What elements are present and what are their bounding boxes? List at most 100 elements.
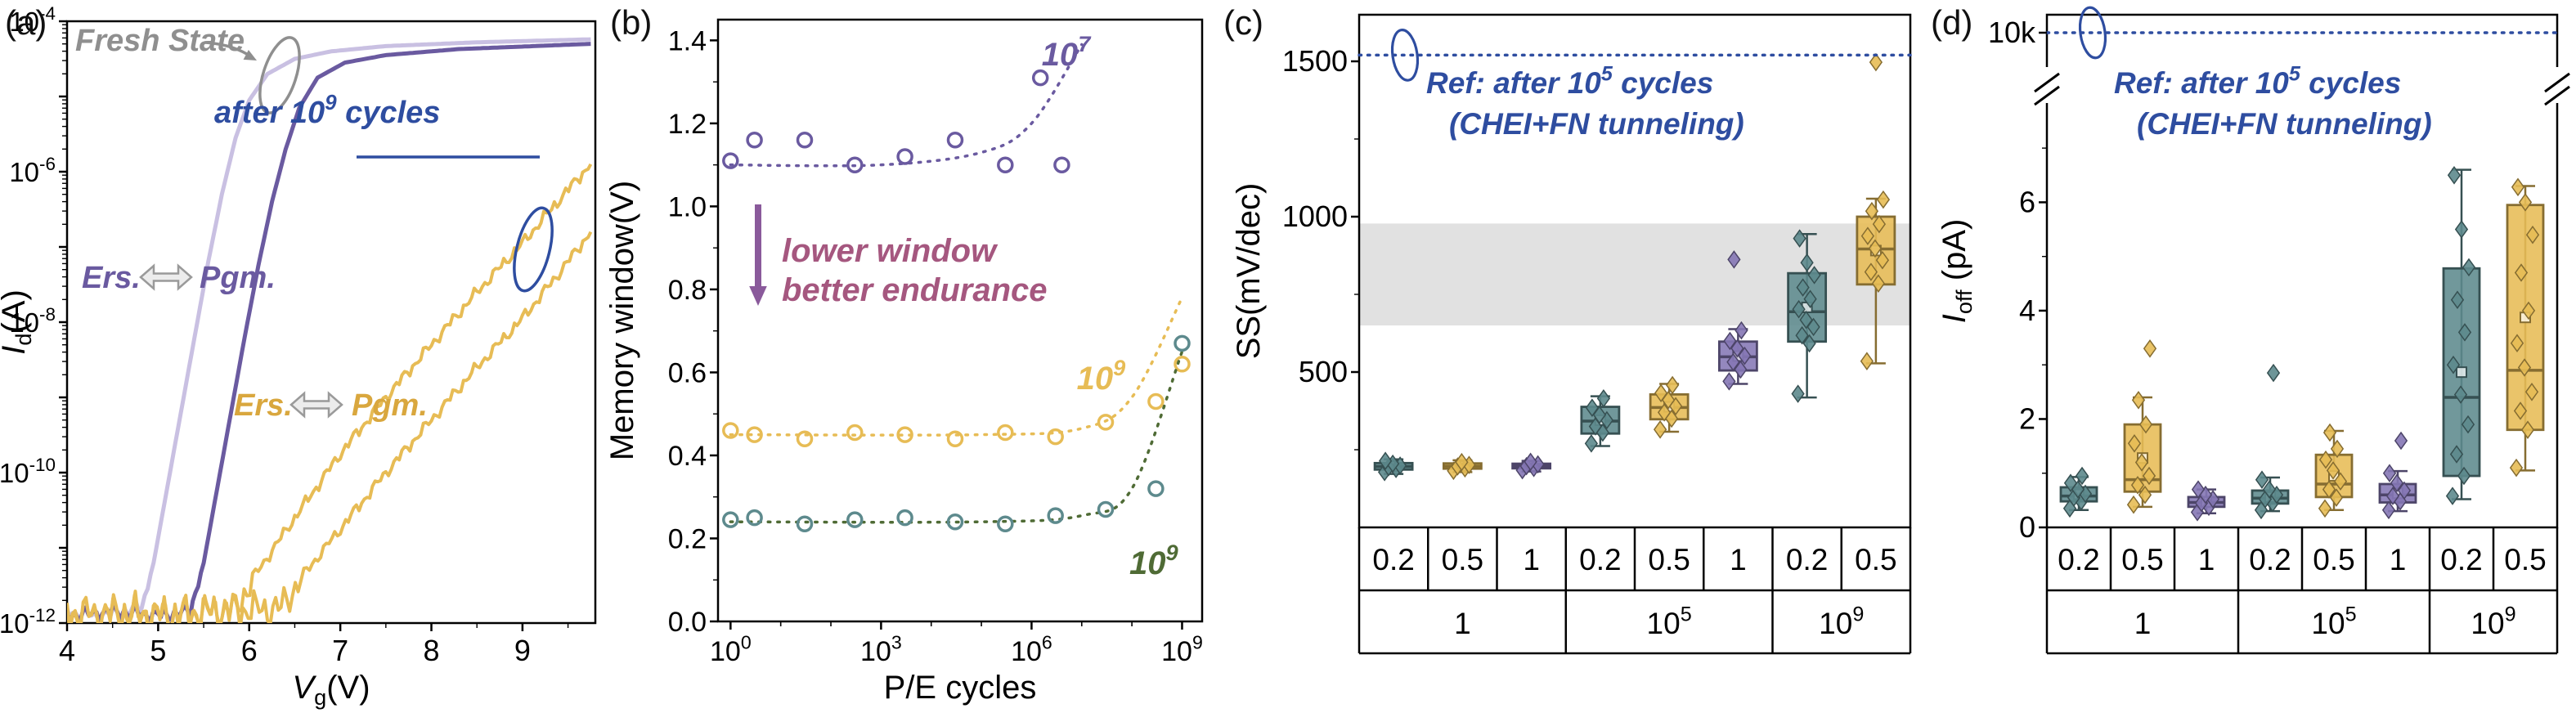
data-point-diamond <box>2518 193 2533 212</box>
data-point-diamond <box>1727 250 1741 269</box>
table-cell-label: 0.5 <box>1442 543 1483 576</box>
data-point-diamond <box>2322 480 2336 499</box>
a-xtick-label: 6 <box>241 634 258 667</box>
table-cell-label: 0.2 <box>1372 543 1414 576</box>
point-window-mid <box>796 430 814 447</box>
data-point-diamond <box>2329 488 2344 507</box>
a-ytick-label: 10-8 <box>9 304 56 338</box>
trend-window-high <box>729 43 1084 168</box>
data-point-diamond <box>2318 499 2332 518</box>
data-point-diamond <box>2255 470 2269 489</box>
data-point-diamond <box>1864 262 1878 281</box>
data-point-diamond <box>1524 452 1537 472</box>
a-axes: 10-4 10-6 10-8 10-10 10-124 5 6 7 8 9 Vg(V) Id(A) <box>0 3 597 710</box>
b-xtick-label: 106 <box>1011 632 1052 667</box>
a-ytick-label: 10-12 <box>0 605 56 639</box>
table-group-label: 1 <box>1454 607 1471 640</box>
data-point-diamond <box>2333 472 2348 491</box>
table-cell-label: 0.5 <box>2121 543 2163 576</box>
data-point-diamond <box>1738 346 1752 365</box>
cycled-curves-ellipse-icon <box>513 206 554 293</box>
trend-window-low <box>729 350 1184 524</box>
point-window-low <box>896 509 913 527</box>
panel-d: (d) 0 2 4 6 Ioff (pA) Ref: after 105 cycles (C… <box>1926 0 2576 713</box>
data-point-diamond <box>2521 301 2536 321</box>
table-cell-label: 0.5 <box>1855 543 1896 576</box>
d-top-tick-label: 10k <box>1988 16 2036 49</box>
data-point-diamond <box>1860 352 1874 370</box>
ref-label-line2: (CHEI+FN tunneling) <box>1449 107 1744 141</box>
axis-break-icon <box>2544 85 2570 106</box>
cycled-program-label: Pgm. <box>352 388 428 423</box>
endurance-label-window-mid: 109 <box>1077 355 1126 397</box>
point-window-low <box>746 509 763 527</box>
data-point-diamond <box>2318 450 2333 469</box>
data-point-diamond <box>2461 415 2475 434</box>
data-point-diamond <box>2127 434 2142 453</box>
data-point-diamond <box>2143 339 2157 358</box>
a-ytick-label: 10-6 <box>9 154 56 187</box>
fresh-state-label: Fresh State <box>75 24 245 58</box>
data-point-diamond <box>1802 334 1816 353</box>
point-window-high <box>746 131 763 149</box>
d-axes: 0 2 4 6 Ioff (pA) <box>1936 13 2559 544</box>
data-point-diamond <box>2454 220 2469 239</box>
point-window-mid <box>896 426 913 443</box>
data-point-diamond <box>1792 299 1806 319</box>
b-ytick-label: 1.4 <box>668 25 707 56</box>
point-window-low <box>722 511 739 528</box>
boxplot-1-purple_box <box>1717 250 1758 391</box>
data-point-diamond <box>1799 310 1813 330</box>
data-point-diamond <box>2510 334 2524 352</box>
data-point-diamond <box>2330 439 2345 459</box>
data-point-diamond <box>1654 383 1668 403</box>
table-cell-label: 0.2 <box>1786 543 1828 576</box>
boxplot-0.2-teal <box>1787 229 1828 403</box>
panel-c: (c) 500 1000 1500 SS(mV/dec) Ref: after 105 … <box>1218 0 1926 713</box>
boxplot-1-purple_box <box>2378 431 2417 520</box>
data-point-diamond <box>1730 339 1744 358</box>
data-point-diamond <box>1869 52 1883 72</box>
point-window-high <box>796 131 814 149</box>
boxplot-1-purple_box <box>2187 480 2226 522</box>
d-ytick-label: 2 <box>2019 401 2035 435</box>
point-window-low <box>846 511 864 528</box>
data-point-diamond <box>1791 384 1805 403</box>
a-xtick-label: 9 <box>514 634 531 667</box>
boxplot-0.2-teal <box>1373 451 1414 482</box>
fresh-curves-ellipse-icon <box>258 36 301 114</box>
point-window-mid <box>1047 428 1064 446</box>
data-point-diamond <box>2450 290 2465 309</box>
b-ytick-label: 0.2 <box>668 523 707 554</box>
boxplot-0.5-yellow <box>2506 177 2545 478</box>
data-point-diamond <box>1807 266 1821 285</box>
annotation-line2: better endurance <box>782 272 1048 308</box>
data-point-diamond <box>2138 415 2153 434</box>
data-point-diamond <box>1657 403 1672 422</box>
data-point-diamond <box>2382 464 2397 482</box>
data-point-diamond <box>2262 480 2277 499</box>
point-window-high <box>896 148 913 165</box>
c-ytick-label: 1500 <box>1282 44 1348 78</box>
b-ytick-label: 0.0 <box>668 607 707 638</box>
d-ytick-label: 6 <box>2019 185 2035 218</box>
mean-marker <box>2456 366 2467 379</box>
point-window-low <box>1147 480 1165 497</box>
data-point-diamond <box>1860 226 1875 245</box>
data-point-diamond <box>1665 375 1680 395</box>
data-point-diamond <box>2447 166 2462 185</box>
a-yaxis-title: Id(A) <box>0 289 36 355</box>
data-point-diamond <box>2134 453 2149 472</box>
point-window-high <box>997 156 1014 173</box>
b-ytick-label: 0.4 <box>668 441 707 472</box>
c-ytick-label: 1000 <box>1282 200 1348 233</box>
table-cell-label: 0.2 <box>2249 543 2291 576</box>
annotation-line1: lower window <box>782 233 999 269</box>
data-point-diamond <box>1872 214 1887 234</box>
data-point-diamond <box>2457 323 2472 342</box>
d-ytick-label: 0 <box>2019 510 2035 544</box>
data-point-diamond <box>2517 358 2532 377</box>
point-window-low <box>1097 500 1115 518</box>
